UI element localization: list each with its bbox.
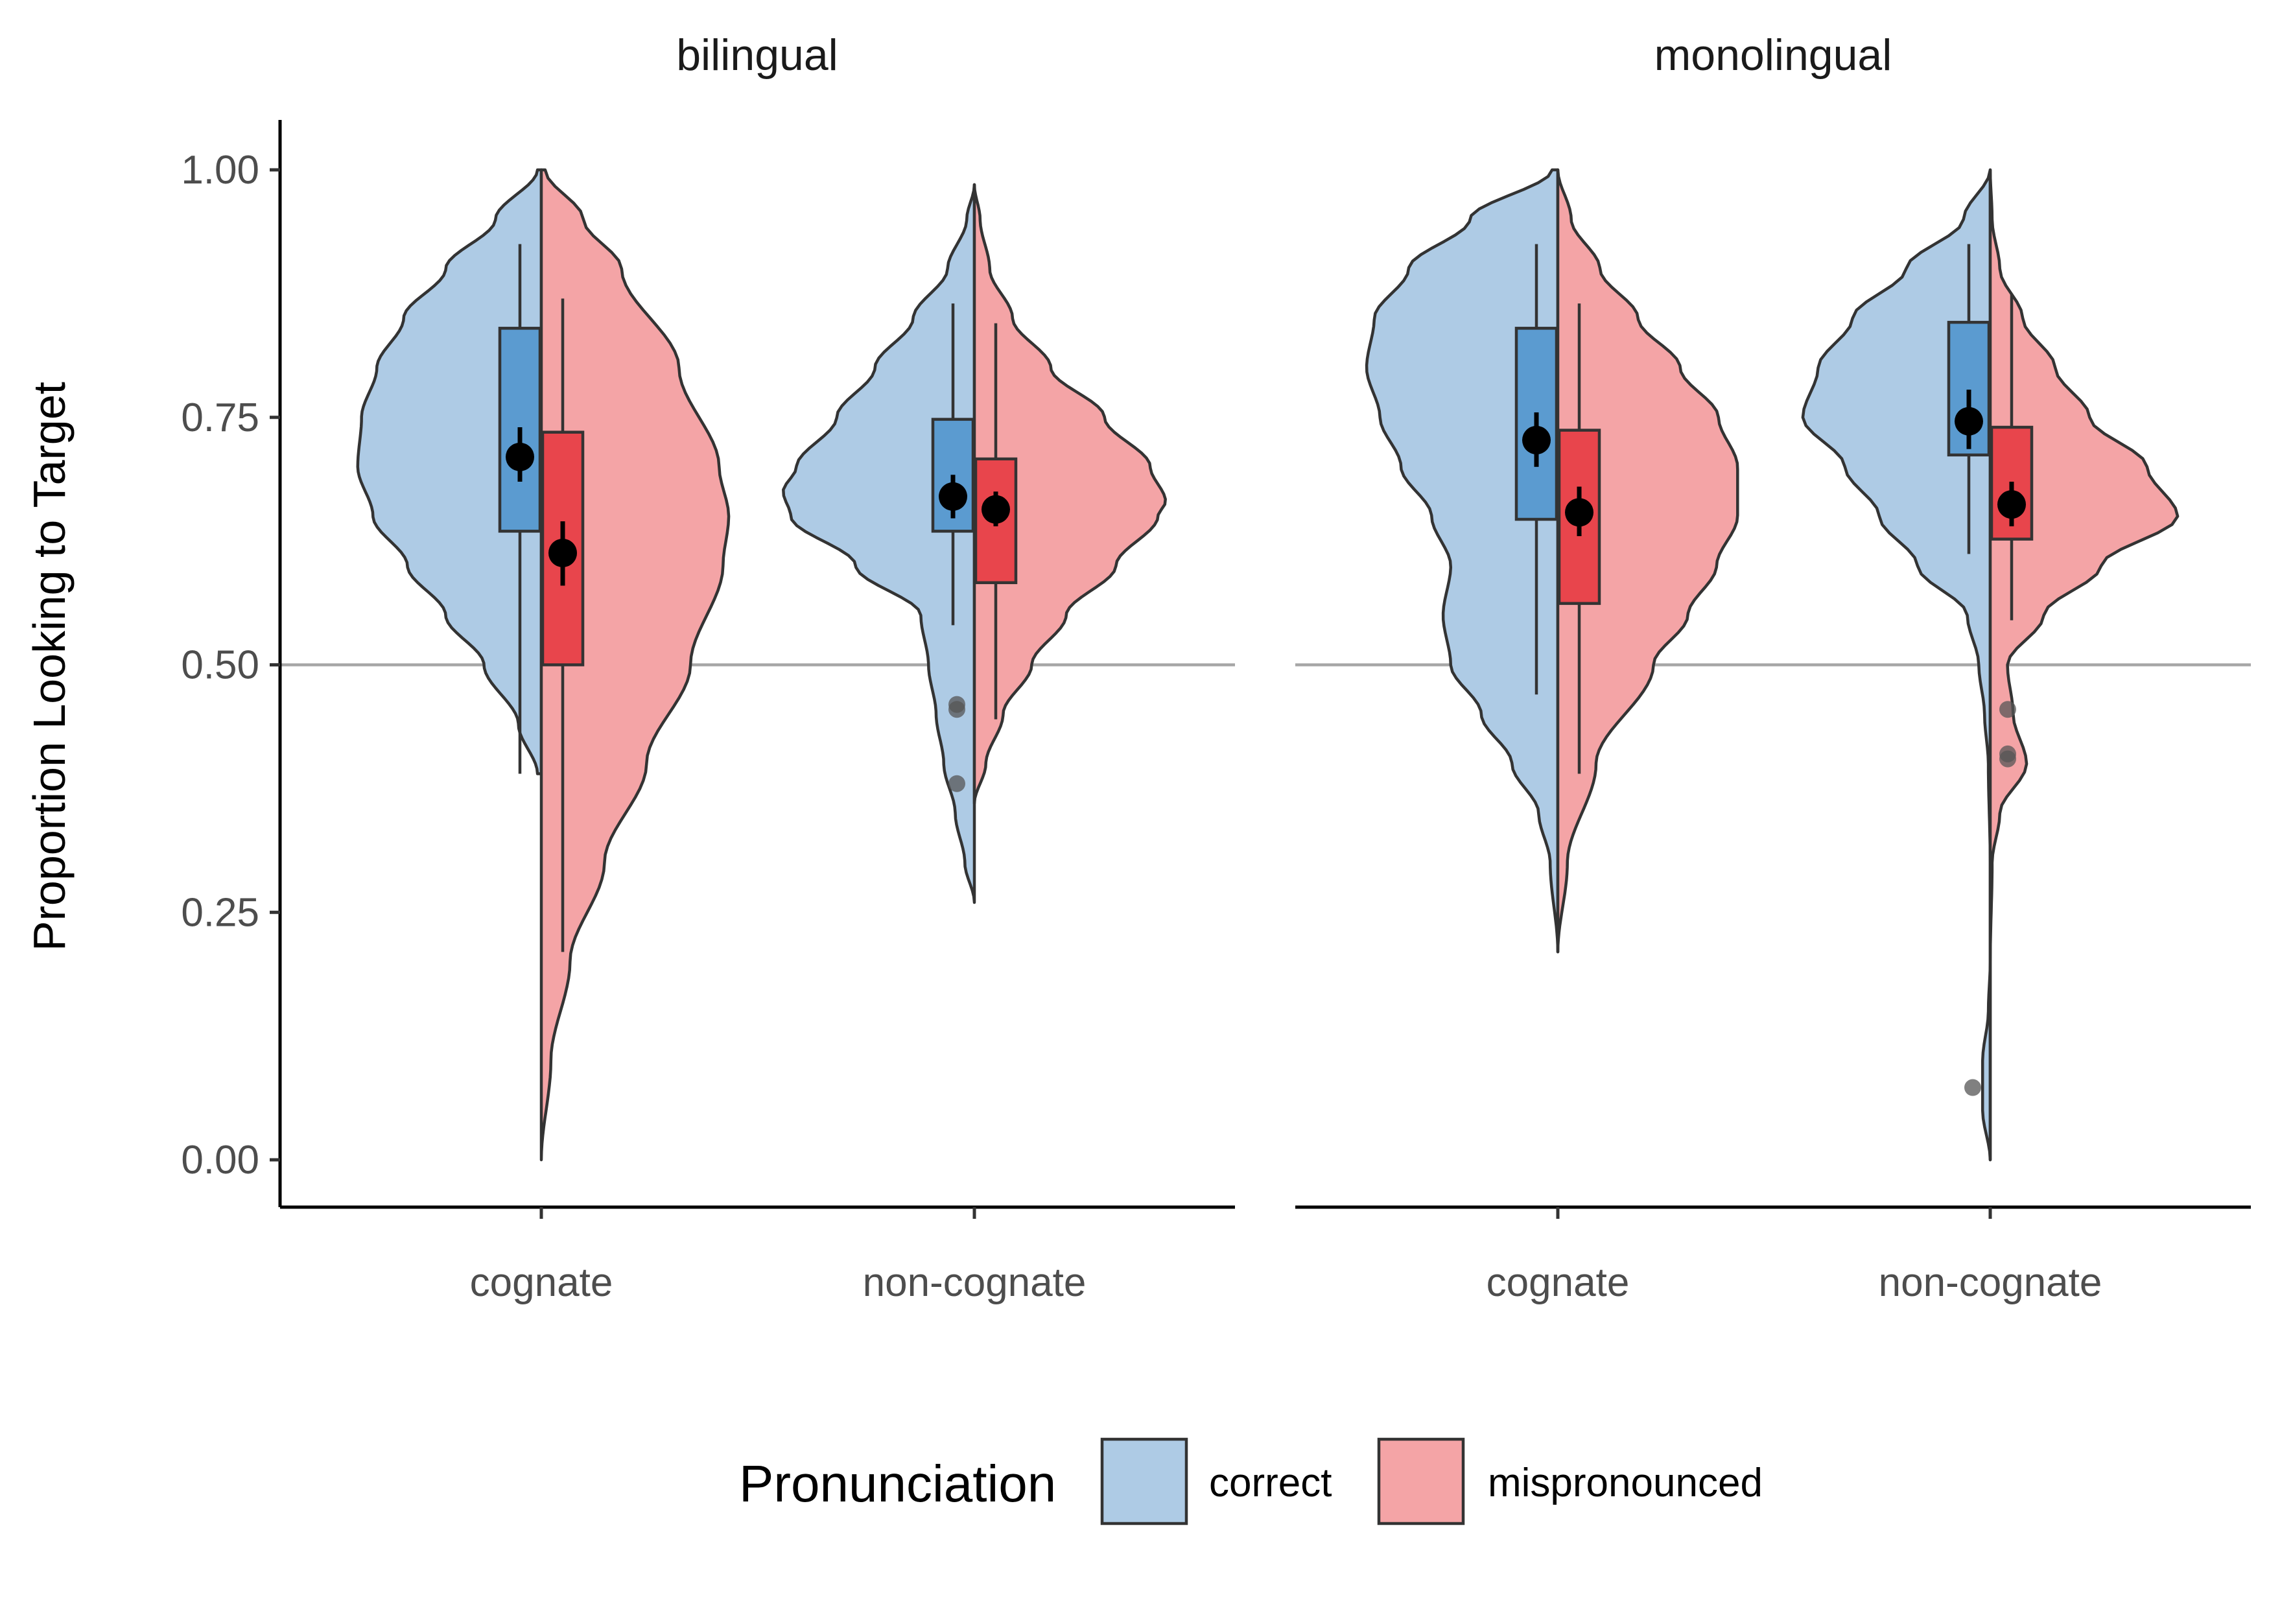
mean-point-monolingual-cognate-mispronounced [1565,498,1593,527]
outlier-monolingual-non-cognate-mispronounced-2 [1999,750,2016,768]
violin-monolingual-non-cognate-mispronounced [1988,168,2180,1162]
violin-bilingual-non-cognate-mispronounced [972,183,1167,805]
legend-swatch-correct [1100,1437,1188,1525]
violin-monolingual-cognate-mispronounced [1556,168,1739,954]
y-tick-label-0.00: 0.00 [181,1138,259,1183]
x-tick-label-cognate: cognate [470,1260,613,1305]
y-axis-title: Proportion Looking to Target [24,382,75,951]
outlier-bilingual-non-cognate-correct-1 [948,701,965,718]
legend-swatch-mispronounced [1377,1437,1465,1525]
panel-monolingual: monolingual cognate non-cognate [1295,30,2251,1305]
group-bilingual-cognate: cognate [356,168,731,1305]
y-tick-label-0.50: 0.50 [181,643,259,688]
legend-label-correct: correct [1209,1461,1332,1505]
outlier-monolingual-non-cognate-correct-0 [1964,1079,1981,1096]
mean-point-monolingual-non-cognate-correct [1955,406,1983,436]
violin-bilingual-non-cognate-correct [782,183,976,904]
violin-monolingual-cognate-correct [1365,168,1560,954]
x-tick-label-non-cognate: non-cognate [863,1260,1087,1305]
group-monolingual-cognate: cognate [1365,168,1739,1305]
violin-bilingual-cognate-mispronounced [539,168,731,1162]
mean-point-bilingual-non-cognate-correct [939,482,967,511]
group-bilingual-non-cognate: non-cognate [782,183,1167,1305]
mean-point-monolingual-non-cognate-mispronounced [1997,490,2026,519]
legend-label-mispronounced: mispronounced [1488,1461,1763,1505]
x-tick-label-non-cognate: non-cognate [1879,1260,2102,1305]
y-tick-label-0.25: 0.25 [181,890,259,935]
legend-title: Pronunciation [739,1455,1056,1512]
violin-bilingual-cognate-correct [356,168,543,775]
legend: Pronunciation correct mispronounced [739,1437,1763,1525]
panel-title-monolingual: monolingual [1654,30,1892,80]
y-tick-label-0.75: 0.75 [181,395,259,440]
y-tick-label-1.00: 1.00 [181,148,259,193]
x-tick-label-cognate: cognate [1487,1260,1630,1305]
mean-point-bilingual-non-cognate-mispronounced [982,495,1010,524]
panel-title-bilingual: bilingual [676,30,838,80]
mean-point-bilingual-cognate-correct [506,442,534,471]
mean-point-bilingual-cognate-mispronounced [548,538,577,567]
panel-bilingual: bilingual 0.00 0.25 0.50 0.75 1.00 cognate non-… [181,30,1235,1305]
outlier-monolingual-non-cognate-mispronounced-0 [1999,701,2016,718]
mean-point-monolingual-cognate-correct [1522,425,1551,454]
panels-layer: bilingual 0.00 0.25 0.50 0.75 1.00 cognate non-… [181,30,2251,1305]
outlier-bilingual-non-cognate-correct-2 [948,775,965,792]
group-monolingual-non-cognate: non-cognate [1801,168,2180,1305]
